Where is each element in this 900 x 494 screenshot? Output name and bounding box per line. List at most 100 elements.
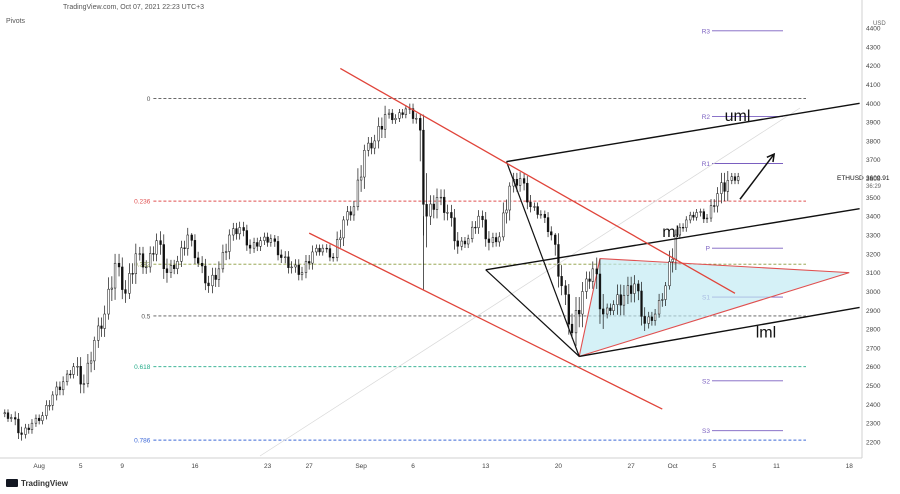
candle (256, 237, 259, 252)
candle (294, 259, 297, 273)
x-tick-label: 5 (79, 463, 83, 470)
candle (612, 300, 615, 316)
candle (297, 259, 300, 281)
candle (709, 199, 713, 222)
candle (653, 308, 657, 326)
candle (3, 409, 6, 418)
candle (131, 263, 134, 284)
candle (502, 202, 505, 241)
x-tick-label: 11 (773, 463, 780, 470)
candle (117, 253, 121, 277)
candle (318, 244, 321, 256)
pivot-label: R2 (702, 114, 711, 121)
candle (224, 243, 228, 261)
candle (259, 236, 262, 252)
candle (10, 414, 13, 422)
candle (207, 275, 210, 293)
x-tick-label: 6 (411, 463, 415, 470)
candle (598, 259, 602, 324)
candle (287, 251, 290, 274)
y-tick-label: 2700 (866, 345, 881, 352)
candle (34, 414, 38, 427)
candle (14, 411, 17, 426)
candle (266, 232, 269, 247)
candle (242, 221, 245, 237)
candle (446, 204, 449, 221)
y-tick-label: 3800 (866, 138, 881, 145)
candle (183, 240, 186, 256)
falling-channel-lower-line (308, 232, 663, 410)
x-tick-label: 23 (264, 463, 272, 470)
currency-label: USD (873, 21, 886, 27)
candle (498, 232, 501, 247)
pivot-label: R3 (702, 28, 711, 35)
candle (217, 261, 221, 287)
candle (113, 253, 117, 300)
candle (55, 381, 58, 401)
candle (89, 351, 93, 373)
candle (439, 189, 443, 206)
x-tick-label: Aug (33, 463, 45, 470)
candle (705, 213, 709, 223)
candle (238, 221, 241, 240)
candle (723, 172, 726, 202)
candle (128, 263, 131, 299)
candle (678, 223, 682, 239)
candle (616, 284, 619, 315)
candle (232, 222, 235, 241)
falling-channel-upper-line (340, 67, 736, 294)
candle (713, 199, 716, 213)
candle (595, 257, 598, 289)
candle (367, 137, 370, 157)
candle (419, 114, 422, 162)
candle (585, 271, 588, 299)
y-tick-label: 3400 (866, 214, 881, 221)
candle (425, 173, 428, 248)
candle (435, 188, 439, 219)
candle (145, 260, 148, 274)
candle (578, 297, 581, 328)
candle (453, 209, 456, 250)
candle (214, 267, 217, 287)
arrow-shaft (739, 153, 775, 200)
candle (460, 237, 463, 251)
candle (637, 280, 640, 301)
candle (51, 391, 54, 411)
candle (664, 282, 667, 306)
candle (176, 255, 179, 275)
candle (609, 303, 612, 316)
candle (401, 108, 404, 119)
y-tick-label: 2400 (866, 402, 881, 409)
x-tick-label: 16 (191, 463, 199, 470)
candle (518, 172, 522, 192)
candle (567, 283, 570, 335)
y-tick-label: 4400 (866, 26, 881, 33)
y-tick-label: 3700 (866, 157, 881, 164)
x-tick-label: 27 (628, 463, 636, 470)
candle (671, 248, 674, 273)
candle (619, 284, 622, 316)
tv-logo-icon (6, 479, 18, 487)
candle (252, 237, 256, 253)
axes: 2200 2300 2400 2500 2600 2700 2800 2900 3000 3100… (0, 0, 886, 470)
candle (383, 105, 387, 139)
candle (622, 285, 626, 316)
candle (643, 307, 646, 331)
y-tick-label: 4100 (866, 82, 881, 89)
candle (432, 195, 435, 219)
x-tick-label: Oct (668, 463, 678, 470)
candle (363, 144, 366, 189)
candle (24, 423, 27, 439)
annotation-lml: lml (756, 325, 776, 342)
candle (467, 234, 470, 249)
candle (533, 202, 536, 211)
candle (284, 251, 287, 264)
x-tick-label: Sep (355, 463, 367, 470)
candle (702, 208, 705, 223)
candle (626, 276, 630, 305)
pivot-label: R1 (702, 161, 711, 168)
channel-upper-line (506, 102, 860, 163)
y-tick-label: 3200 (866, 251, 881, 258)
tradingview-brand: TradingView (21, 479, 68, 488)
